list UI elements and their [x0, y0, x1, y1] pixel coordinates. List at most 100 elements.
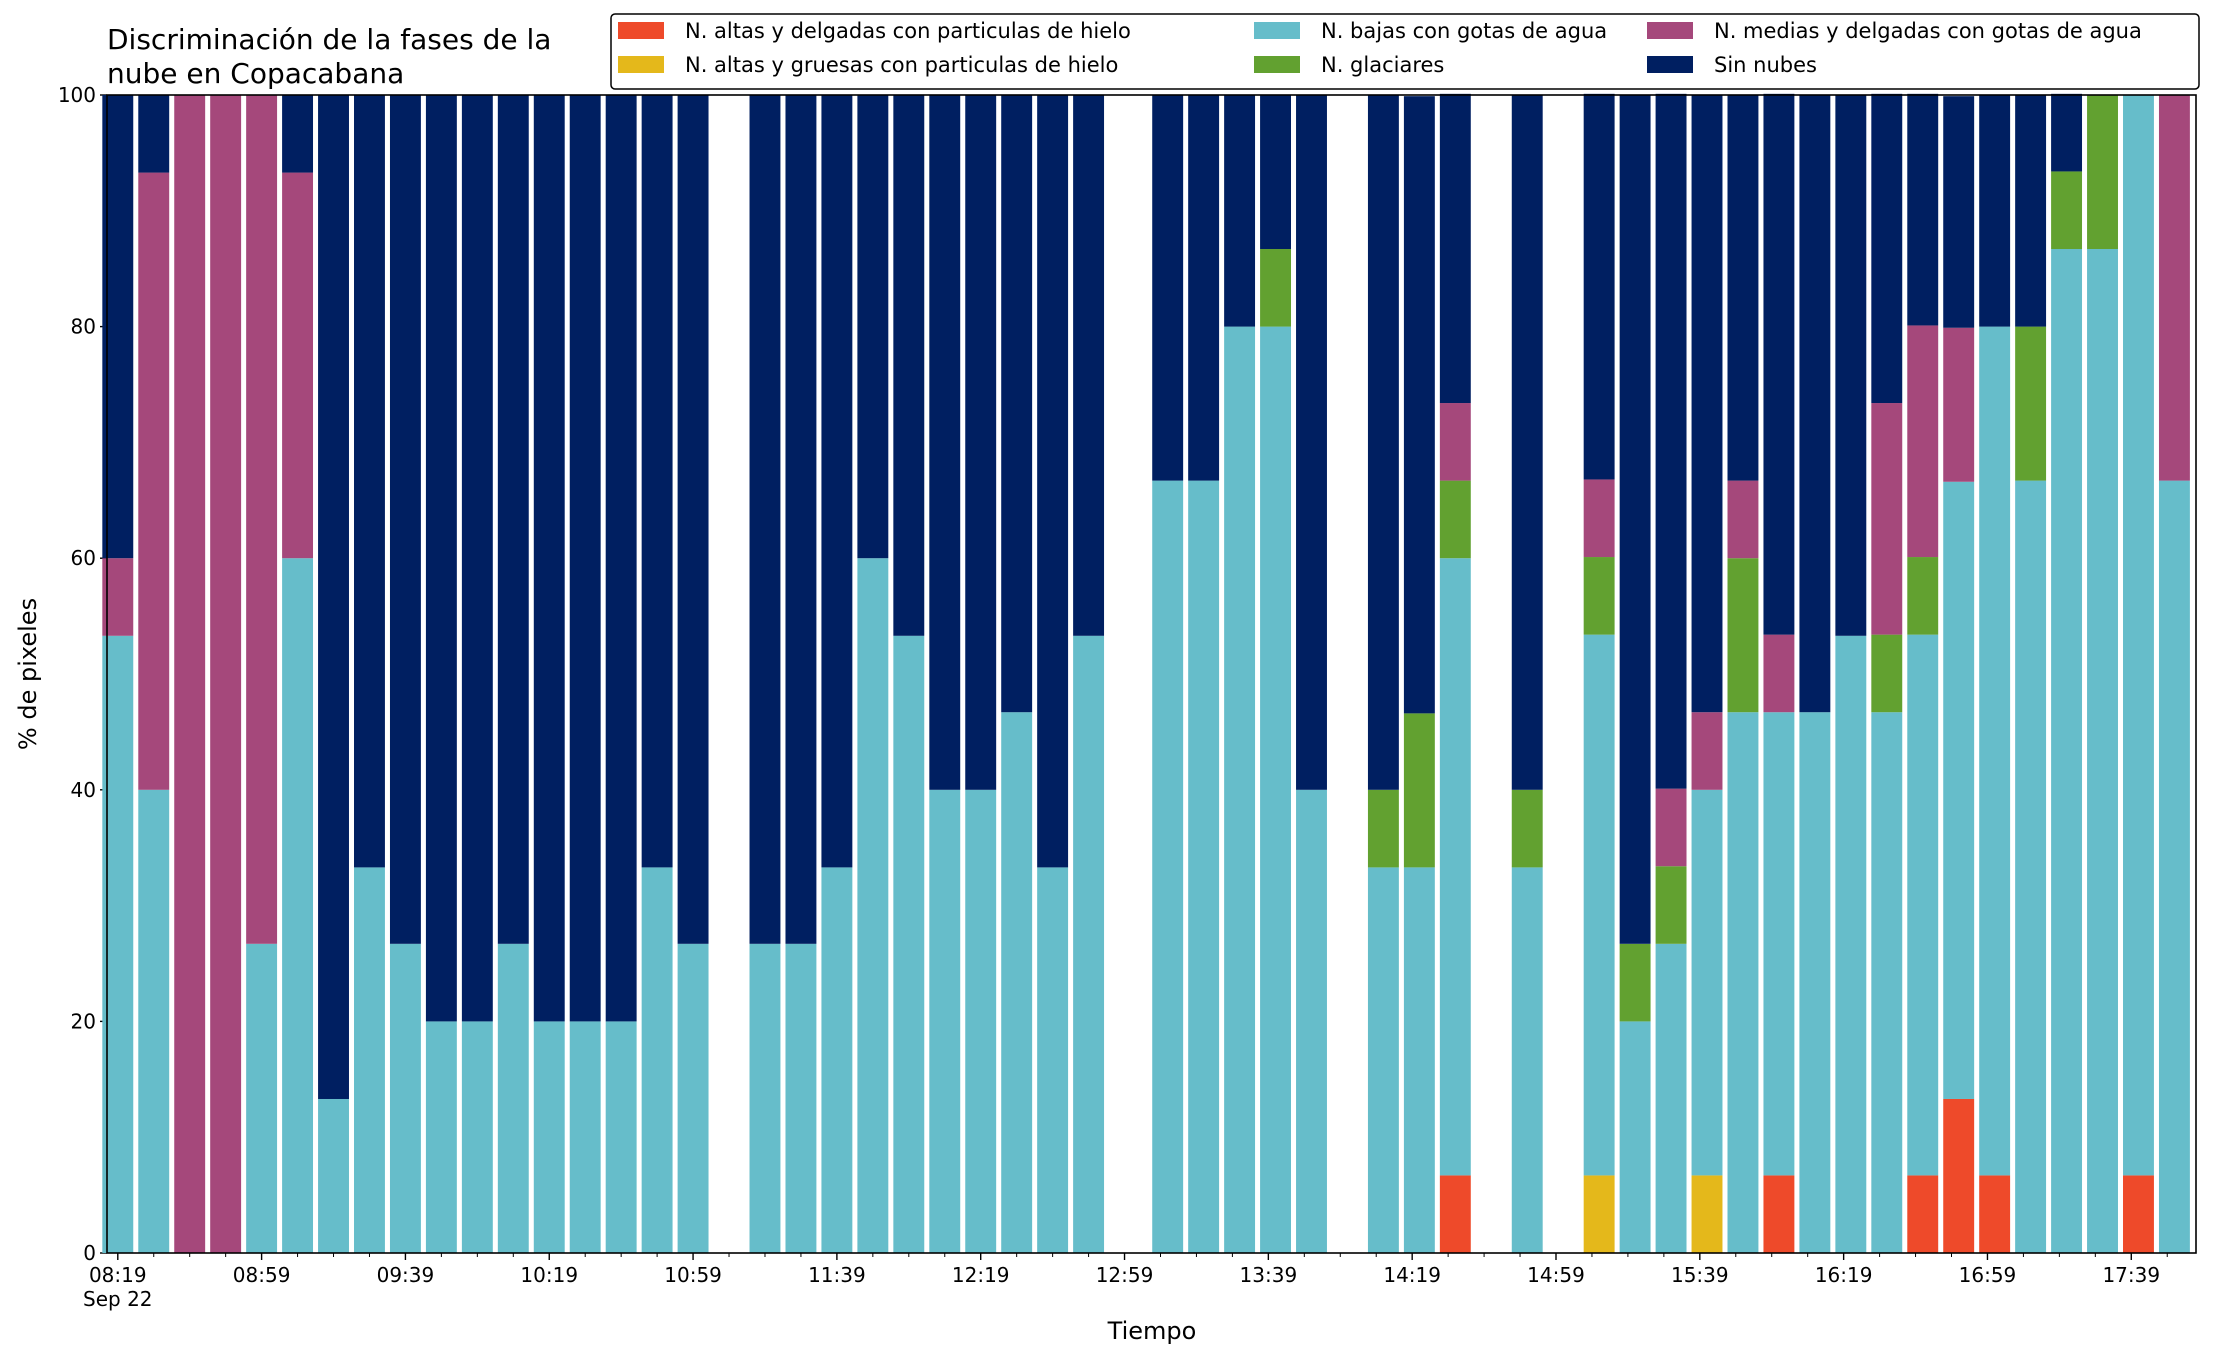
bar-segment-medias_agua — [1691, 712, 1723, 790]
bar-segment-bajas_agua — [1763, 712, 1795, 1176]
bar-segment-sin_nubes — [641, 95, 673, 868]
bar-segment-sin_nubes — [1152, 95, 1184, 481]
bar-segment-bajas_agua — [965, 789, 997, 1253]
bar-segment-medias_agua — [1943, 327, 1975, 482]
bar-segment-bajas_agua — [1727, 712, 1759, 1253]
bar-segment-bajas_agua — [1511, 867, 1543, 1253]
bar-segment-bajas_agua — [569, 1021, 601, 1253]
bar-segment-sin_nubes — [2015, 95, 2047, 327]
bar-segment-bajas_agua — [605, 1021, 637, 1253]
bar-segment-bajas_agua — [1037, 867, 1069, 1253]
bar-segment-bajas_agua — [1073, 635, 1105, 1253]
y-tick-label: 20 — [71, 1009, 96, 1033]
x-tick-label: 10:59 — [664, 1263, 722, 1287]
bar-segment-bajas_agua — [785, 943, 817, 1253]
bar-segment-hielo_delgadas — [1763, 1175, 1795, 1253]
bar-segment-medias_agua — [1727, 480, 1759, 559]
bar-segment-bajas_agua — [1224, 326, 1256, 1254]
bar-segment-bajas_agua — [461, 1021, 493, 1253]
bar-segment-sin_nubes — [821, 95, 853, 868]
bar-segment-bajas_agua — [1871, 712, 1903, 1253]
y-axis-label: % de pixeles — [14, 598, 42, 750]
bar-segment-sin_nubes — [1835, 95, 1867, 636]
bar-segment-bajas_agua — [1835, 635, 1867, 1253]
legend-label-glaciares: N. glaciares — [1321, 53, 1444, 77]
bar-segment-sin_nubes — [1943, 96, 1975, 328]
bar-segment-bajas_agua — [1260, 326, 1291, 1254]
bar-segment-sin_nubes — [1073, 95, 1105, 636]
x-tick-label: 14:19 — [1383, 1263, 1441, 1287]
bar-segment-bajas_agua — [1979, 326, 2011, 1176]
y-tick-label: 100 — [58, 83, 96, 107]
bar-segment-sin_nubes — [1979, 95, 2011, 327]
y-tick-label: 60 — [71, 546, 96, 570]
bar-segment-bajas_agua — [641, 867, 673, 1253]
x-tick-label: 15:39 — [1671, 1263, 1729, 1287]
bar-segment-medias_agua — [1763, 634, 1795, 713]
bar-segment-glaciares — [1511, 789, 1543, 868]
bar-segment-sin_nubes — [1655, 93, 1687, 789]
y-tick-label: 80 — [71, 315, 96, 339]
bar-segment-bajas_agua — [1439, 558, 1471, 1176]
x-tick-label: 13:39 — [1240, 1263, 1298, 1287]
bar-segment-medias_agua — [210, 95, 242, 1253]
bar-segment-sin_nubes — [425, 95, 457, 1022]
bar-segment-sin_nubes — [497, 95, 529, 944]
legend-label-medias_agua: N. medias y delgadas con gotas de agua — [1714, 19, 2142, 43]
bar-segment-bajas_agua — [749, 943, 781, 1253]
bar-segment-bajas_agua — [1655, 943, 1687, 1253]
bar-segment-bajas_agua — [1907, 634, 1939, 1176]
bar-segment-sin_nubes — [569, 95, 601, 1022]
x-tick-label: 08:19 — [89, 1263, 147, 1287]
bar-segment-medias_agua — [1583, 479, 1615, 558]
legend: N. altas y delgadas con particulas de hi… — [610, 13, 2200, 90]
bar-segment-sin_nubes — [929, 95, 961, 790]
y-tick-labels: 0 20 40 60 80 100 — [58, 83, 96, 1265]
legend-label-hielo_gruesas: N. altas y gruesas con particulas de hie… — [685, 53, 1118, 77]
bar-segment-bajas_agua — [821, 867, 853, 1253]
bar-segment-sin_nubes — [965, 95, 997, 790]
bar-segment-sin_nubes — [1727, 95, 1759, 481]
bar-segment-hielo_gruesas — [1583, 1175, 1615, 1253]
bar-segment-sin_nubes — [1799, 95, 1831, 713]
bar-segment-sin_nubes — [1188, 95, 1220, 481]
bar-segment-sin_nubes — [1763, 93, 1795, 635]
bar-segment-sin_nubes — [138, 95, 170, 173]
x-tick-label: 12:59 — [1096, 1263, 1154, 1287]
bar-segment-bajas_agua — [246, 943, 278, 1253]
bar-segment-bajas_agua — [1188, 480, 1220, 1253]
x-tick-label: 09:39 — [377, 1263, 435, 1287]
bar-segment-glaciares — [1260, 249, 1291, 327]
legend-label-bajas_agua: N. bajas con gotas de agua — [1321, 19, 1607, 43]
bar-segment-glaciares — [1367, 789, 1399, 868]
bar-segment-hielo_delgadas — [2123, 1175, 2154, 1253]
legend-label-hielo_delgadas: N. altas y delgadas con particulas de hi… — [685, 19, 1131, 43]
legend-swatch-hielo_gruesas — [618, 56, 664, 73]
chart-title-line-2: nube en Copacabana — [107, 57, 404, 90]
bar-segment-bajas_agua — [533, 1021, 565, 1253]
bar-segment-sin_nubes — [677, 95, 709, 944]
bar-segment-sin_nubes — [893, 95, 925, 636]
bar-segment-medias_agua — [282, 172, 314, 559]
bar-segment-sin_nubes — [605, 95, 637, 1022]
bar-segment-sin_nubes — [1583, 93, 1615, 480]
bar-segment-sin_nubes — [1367, 95, 1399, 790]
bar-segment-medias_agua — [1655, 788, 1687, 867]
bar-segment-bajas_agua — [497, 943, 529, 1253]
bar-segment-sin_nubes — [1511, 95, 1543, 790]
bar-segment-bajas_agua — [425, 1021, 457, 1253]
bar-segment-sin_nubes — [1224, 95, 1256, 327]
y-tick-label: 0 — [83, 1241, 96, 1265]
bar-segment-sin_nubes — [2051, 93, 2083, 172]
bar-segment-bajas_agua — [1583, 634, 1615, 1176]
x-tick-label: Sep 22 — [83, 1287, 153, 1311]
legend-box — [610, 13, 2200, 90]
bar-segment-bajas_agua — [1403, 867, 1435, 1253]
bar-segment-sin_nubes — [1619, 95, 1651, 944]
bar-segment-bajas_agua — [1152, 480, 1184, 1253]
bar-segment-glaciares — [1439, 480, 1471, 559]
bar-segment-glaciares — [1403, 713, 1435, 868]
bar-segment-hielo_gruesas — [1691, 1175, 1723, 1253]
x-tick-label: 11:39 — [808, 1263, 866, 1287]
x-tick-label: 16:59 — [1959, 1263, 2017, 1287]
